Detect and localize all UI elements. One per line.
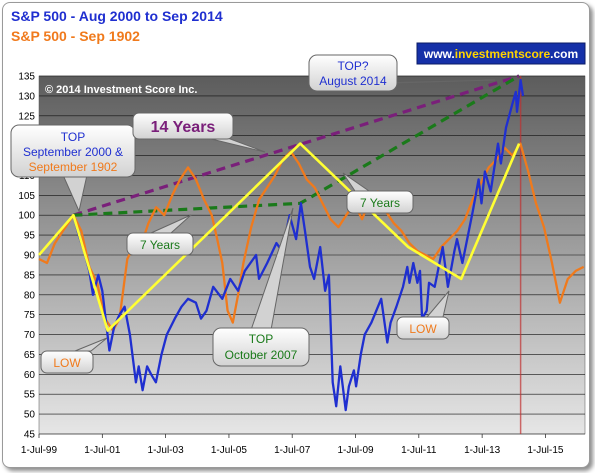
pattern-line-path — [38, 142, 521, 332]
callout-14-years-box — [132, 112, 234, 140]
brand-prefix: www. — [423, 47, 455, 61]
y-tick-label: 70 — [24, 330, 36, 341]
callout-top-2000-line2: September 1902 — [29, 160, 118, 174]
callout-top-2007-date: October 2007 — [225, 348, 298, 362]
y-tick-label: 125 — [18, 111, 35, 122]
y-tick-label: 105 — [18, 191, 35, 202]
series-line-blue — [72, 78, 525, 412]
x-tick-label: 1-Jul-09 — [337, 445, 374, 456]
y-tick-label: 60 — [24, 370, 36, 381]
callout-top-2000-title: TOP — [61, 130, 85, 144]
y-tick-label: 50 — [24, 410, 36, 421]
trend-line-1 — [72, 74, 520, 217]
callout-top-2007-title: TOP — [249, 332, 273, 346]
brand-box — [416, 42, 586, 65]
x-tick-label: 1-Jul-01 — [84, 445, 121, 456]
callout-7-years-right: 7 Years — [360, 196, 400, 210]
y-tick-label: 75 — [24, 310, 36, 321]
copyright: © 2014 Investment Score Inc. — [45, 84, 197, 96]
y-tick-label: 55 — [24, 390, 36, 401]
x-tick-label: 1-Jul-11 — [401, 445, 437, 456]
y-tick-label: 80 — [24, 290, 36, 301]
callout-top-2000-line1: September 2000 & — [23, 145, 123, 159]
callout-top-2014-date: August 2014 — [319, 74, 387, 88]
brand-url: www.investmentscore.com — [423, 47, 578, 61]
y-tick-label: 45 — [24, 430, 36, 441]
callout-7-years-right-box — [346, 190, 414, 214]
callout-top-2007-box — [212, 327, 310, 367]
callout-low-right: LOW — [409, 322, 437, 336]
callout-low-left: LOW — [53, 356, 81, 370]
chart-frame: 4550556065707580859095100105110115120125… — [2, 2, 590, 468]
x-tick-label: 1-Jul-07 — [274, 445, 311, 456]
callout-low-left-box — [40, 350, 94, 374]
callout-7-years-left: 7 Years — [140, 238, 180, 252]
x-tick-label: 1-Jul-15 — [527, 445, 564, 456]
brand-suffix: .com — [550, 47, 578, 61]
callout-7-years-left-box — [126, 232, 194, 256]
y-tick-label: 135 — [18, 72, 35, 83]
pattern-line — [38, 142, 521, 332]
x-axis: 1-Jul-99 1-Jul-01 1-Jul-03 1-Jul-05 1-Jul-07… — [21, 434, 564, 456]
chart-title: S&P 500 - Aug 2000 to Sep 2014 — [11, 8, 223, 24]
chart: 4550556065707580859095100105110115120125… — [10, 8, 586, 456]
y-tick-label: 90 — [24, 251, 36, 262]
chart-subtitle: S&P 500 - Sep 1902 — [11, 28, 140, 44]
callout-top-2014-box — [308, 54, 398, 92]
x-tick-label: 1-Jul-13 — [464, 445, 501, 456]
callout-top-2000-box — [10, 124, 136, 178]
x-tick-label: 1-Jul-05 — [211, 445, 248, 456]
callout-14-years: 14 Years — [151, 119, 216, 136]
callout-top-2014-title: TOP? — [337, 59, 368, 73]
y-tick-label: 85 — [24, 270, 36, 281]
x-tick-label: 1-Jul-99 — [21, 445, 58, 456]
y-tick-label: 130 — [18, 91, 35, 102]
x-tick-label: 1-Jul-03 — [148, 445, 185, 456]
callout-low-right-box — [396, 316, 450, 340]
y-tick-label: 65 — [24, 350, 36, 361]
y-tick-label: 95 — [24, 231, 36, 242]
brand-name: investmentscore — [455, 47, 551, 61]
y-tick-label: 100 — [18, 211, 35, 222]
